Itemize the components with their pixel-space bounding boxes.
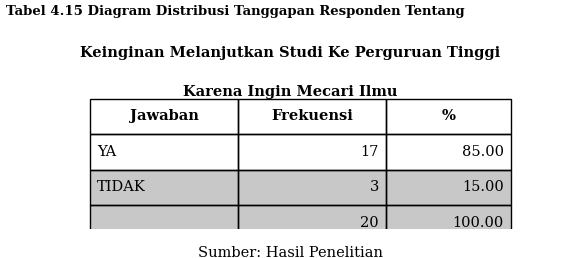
Bar <box>238 170 386 205</box>
Text: TIDAK: TIDAK <box>97 180 146 194</box>
Bar <box>386 205 511 240</box>
Text: Jawaban: Jawaban <box>129 109 198 123</box>
Bar <box>90 134 511 170</box>
Bar <box>238 205 386 240</box>
Text: Keinginan Melanjutkan Studi Ke Perguruan Tinggi: Keinginan Melanjutkan Studi Ke Perguruan… <box>80 46 500 60</box>
Text: Sumber: Hasil Penelitian: Sumber: Hasil Penelitian <box>198 246 383 258</box>
Text: 17: 17 <box>360 145 379 159</box>
Bar <box>238 99 386 134</box>
Text: Karena Ingin Mecari Ilmu: Karena Ingin Mecari Ilmu <box>183 85 397 99</box>
Text: %: % <box>442 109 456 123</box>
Bar <box>90 170 511 205</box>
Bar <box>386 99 511 134</box>
Text: Tabel 4.15 Diagram Distribusi Tanggapan Responden Tentang: Tabel 4.15 Diagram Distribusi Tanggapan … <box>6 5 465 18</box>
Text: 100.00: 100.00 <box>453 216 504 230</box>
Bar <box>238 134 386 170</box>
Text: 85.00: 85.00 <box>462 145 504 159</box>
Text: 3: 3 <box>370 180 379 194</box>
Bar <box>90 99 238 134</box>
Bar <box>90 134 238 170</box>
Text: 15.00: 15.00 <box>462 180 504 194</box>
Bar <box>90 205 511 240</box>
Bar <box>90 205 238 240</box>
Text: Frekuensi: Frekuensi <box>271 109 353 123</box>
Bar <box>386 170 511 205</box>
Text: YA: YA <box>97 145 116 159</box>
Bar <box>90 99 511 134</box>
Bar <box>386 134 511 170</box>
Text: 20: 20 <box>360 216 379 230</box>
Bar <box>90 170 238 205</box>
